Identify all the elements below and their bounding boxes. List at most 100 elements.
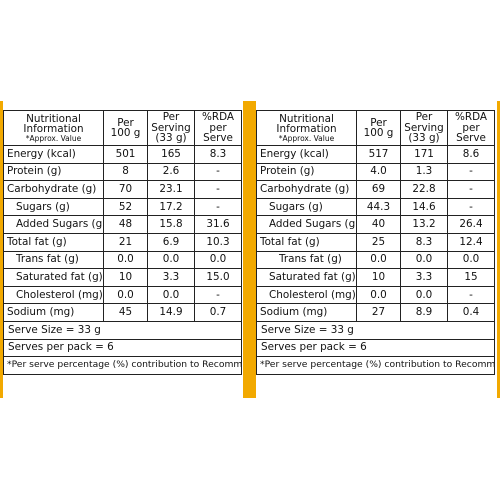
rda-value: 26.4 xyxy=(447,215,495,234)
per-serving-value: 171 xyxy=(400,145,448,164)
per-100g-value: 21 xyxy=(103,232,148,252)
row-label: Saturated fat (g) xyxy=(256,268,357,287)
rda-value: 8.6 xyxy=(447,145,495,164)
rda-value: 31.6 xyxy=(194,215,242,234)
row-label: Carbohydrate (g) xyxy=(3,180,104,199)
row-label: Sugars (g) xyxy=(256,197,357,217)
nutrition-panel-left: Nutritional Information *Approx. Value P… xyxy=(3,110,242,375)
per-serving-value: 6.9 xyxy=(147,232,195,252)
per-100g-value: 25 xyxy=(356,232,401,252)
table-row: Sugars (g) 52 17.2- xyxy=(3,197,242,217)
table-row: Cholesterol (mg) 0.0 0.0- xyxy=(256,285,495,305)
row-label: Cholesterol (mg) xyxy=(3,285,104,305)
nutrition-table: Nutritional Information *Approx. Value P… xyxy=(256,110,495,375)
row-label: Total fat (g) xyxy=(256,232,357,252)
per-serving-value: 23.1 xyxy=(147,180,195,199)
header-per-100g: Per 100 g xyxy=(103,110,148,146)
footnote: *Per serve percentage (%) contribution t… xyxy=(3,356,242,375)
per-serving-value: 2.6 xyxy=(147,162,195,182)
row-label: Energy (kcal) xyxy=(256,145,357,164)
table-row: Sodium (mg) 27 8.9 0.4 xyxy=(256,303,495,322)
per-100g-value: 48 xyxy=(103,215,148,234)
row-label: Sodium (mg) xyxy=(3,303,104,322)
per-serving-value: 13.2 xyxy=(400,215,448,234)
serves-per-pack: Serves per pack = 6 xyxy=(256,338,495,358)
table-row: Total fat (g) 25 8.3 12.4 xyxy=(256,232,495,252)
per-serving-value: 8.9 xyxy=(400,303,448,322)
row-label: Sodium (mg) xyxy=(256,303,357,322)
row-label: Saturated fat (g) xyxy=(3,268,104,287)
per-100g-value: 0.0 xyxy=(103,250,148,270)
nutrition-table: Nutritional Information *Approx. Value P… xyxy=(3,110,242,375)
header-row: Nutritional Information *Approx. Value P… xyxy=(3,110,242,146)
table-row: Trans fat (g) 0.0 0.0 0.0 xyxy=(3,250,242,270)
per-serving-value: 1.3 xyxy=(400,162,448,182)
row-label: Carbohydrate (g) xyxy=(256,180,357,199)
footnote: *Per serve percentage (%) contribution t… xyxy=(256,356,495,375)
row-label: Cholesterol (mg) xyxy=(256,285,357,305)
per-100g-value: 4.0 xyxy=(356,162,401,182)
table-row: Saturated fat (g) 10 3.3 15.0 xyxy=(3,268,242,287)
accent-bar-middle xyxy=(243,101,256,398)
per-100g-value: 27 xyxy=(356,303,401,322)
rda-value: 10.3 xyxy=(194,232,242,252)
table-row: Sodium (mg) 45 14.9 0.7 xyxy=(3,303,242,322)
per-100g-value: 10 xyxy=(103,268,148,287)
per-serving-value: 0.0 xyxy=(147,285,195,305)
per-100g-value: 52 xyxy=(103,197,148,217)
per-100g-value: 69 xyxy=(356,180,401,199)
table-row: Total fat (g) 21 6.9 10.3 xyxy=(3,232,242,252)
rda-value: 12.4 xyxy=(447,232,495,252)
rda-value: - xyxy=(447,197,495,217)
per-serving-value: 15.8 xyxy=(147,215,195,234)
per-serving-value: 0.0 xyxy=(400,250,448,270)
header-nutritional-information: Nutritional Information *Approx. Value xyxy=(3,110,104,146)
table-row: Added Sugars (g) 40 13.2 26.4 xyxy=(256,215,495,234)
serve-size: Serve Size = 33 g xyxy=(256,320,495,340)
rda-value: 15 xyxy=(447,268,495,287)
rda-value: - xyxy=(447,285,495,305)
table-row: Trans fat (g) 0.0 0.0 0.0 xyxy=(256,250,495,270)
per-serving-value: 0.0 xyxy=(400,285,448,305)
table-row: Carbohydrate (g) 70 23.1- xyxy=(3,180,242,199)
header-row: Nutritional Information *Approx. Value P… xyxy=(256,110,495,146)
header-rda: %RDA per Serve xyxy=(447,110,495,146)
accent-bar-right xyxy=(497,101,500,398)
row-label: Trans fat (g) xyxy=(256,250,357,270)
header-per-100g: Per 100 g xyxy=(356,110,401,146)
serves-per-pack-row: Serves per pack = 6 xyxy=(3,338,242,358)
row-label: Added Sugars (g) xyxy=(256,215,357,234)
table-row: Protein (g) 4.0 1.3- xyxy=(256,162,495,182)
per-serving-value: 165 xyxy=(147,145,195,164)
serves-per-pack: Serves per pack = 6 xyxy=(3,338,242,358)
footnote-row: *Per serve percentage (%) contribution t… xyxy=(3,356,242,375)
header-per-serving: Per Serving (33 g) xyxy=(147,110,195,146)
rda-value: - xyxy=(194,162,242,182)
per-100g-value: 0.0 xyxy=(356,250,401,270)
row-label: Trans fat (g) xyxy=(3,250,104,270)
rda-value: - xyxy=(447,180,495,199)
rda-value: 0.0 xyxy=(194,250,242,270)
per-100g-value: 45 xyxy=(103,303,148,322)
per-100g-value: 8 xyxy=(103,162,148,182)
rda-value: - xyxy=(194,180,242,199)
row-label: Protein (g) xyxy=(256,162,357,182)
per-serving-value: 0.0 xyxy=(147,250,195,270)
per-serving-value: 22.8 xyxy=(400,180,448,199)
rda-value: 0.7 xyxy=(194,303,242,322)
serve-size-row: Serve Size = 33 g xyxy=(3,320,242,340)
per-serving-value: 3.3 xyxy=(400,268,448,287)
table-row: Energy (kcal) 501 165 8.3 xyxy=(3,145,242,164)
table-row: Added Sugars (g) 48 15.8 31.6 xyxy=(3,215,242,234)
table-row: Saturated fat (g) 10 3.3 15 xyxy=(256,268,495,287)
table-row: Protein (g) 8 2.6- xyxy=(3,162,242,182)
rda-value: 0.0 xyxy=(447,250,495,270)
footnote-row: *Per serve percentage (%) contribution t… xyxy=(256,356,495,375)
row-label: Total fat (g) xyxy=(3,232,104,252)
per-100g-value: 10 xyxy=(356,268,401,287)
nutrition-panel-right: Nutritional Information *Approx. Value P… xyxy=(256,110,495,375)
rda-value: - xyxy=(194,285,242,305)
table-row: Energy (kcal) 517 171 8.6 xyxy=(256,145,495,164)
per-serving-value: 17.2 xyxy=(147,197,195,217)
rda-value: - xyxy=(447,162,495,182)
